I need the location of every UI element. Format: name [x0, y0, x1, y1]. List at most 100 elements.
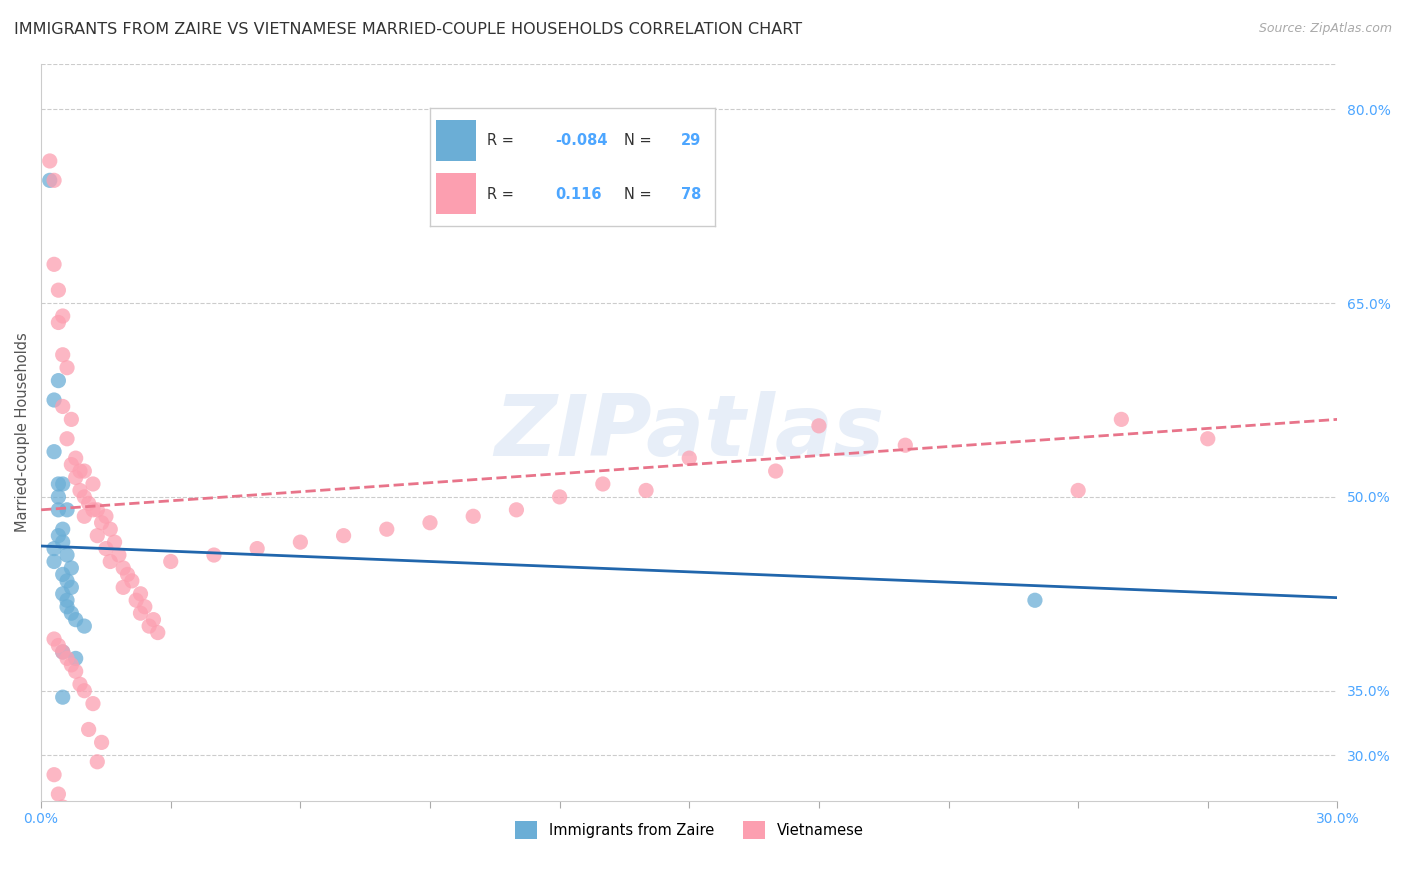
- Point: [138, 619, 160, 633]
- Point: [38, 153, 60, 168]
- Point: [56, 432, 79, 446]
- Point: [48, 316, 70, 330]
- Text: Source: ZipAtlas.com: Source: ZipAtlas.com: [1258, 22, 1392, 36]
- Point: [1111, 412, 1133, 426]
- Point: [52, 645, 75, 659]
- Point: [73, 683, 96, 698]
- Point: [65, 665, 87, 679]
- Point: [60, 606, 83, 620]
- Point: [52, 348, 75, 362]
- Point: [52, 690, 75, 705]
- Point: [90, 735, 112, 749]
- Point: [202, 548, 225, 562]
- Point: [52, 309, 75, 323]
- Point: [103, 535, 125, 549]
- Point: [42, 257, 65, 271]
- Point: [112, 561, 135, 575]
- Point: [60, 458, 83, 472]
- Point: [42, 392, 65, 407]
- Point: [463, 509, 485, 524]
- Point: [69, 464, 91, 478]
- Point: [69, 483, 91, 498]
- Point: [48, 529, 70, 543]
- Point: [52, 477, 75, 491]
- Point: [77, 496, 100, 510]
- Point: [807, 418, 830, 433]
- Point: [56, 360, 79, 375]
- Point: [134, 599, 156, 614]
- Point: [56, 651, 79, 665]
- Point: [56, 599, 79, 614]
- Point: [77, 723, 100, 737]
- Point: [73, 619, 96, 633]
- Y-axis label: Married-couple Households: Married-couple Households: [15, 333, 30, 533]
- Point: [146, 625, 169, 640]
- Point: [73, 464, 96, 478]
- Point: [65, 613, 87, 627]
- Point: [38, 819, 60, 833]
- Point: [94, 541, 117, 556]
- Point: [86, 755, 108, 769]
- Point: [129, 606, 152, 620]
- Point: [94, 509, 117, 524]
- Point: [592, 477, 614, 491]
- Point: [1197, 432, 1219, 446]
- Point: [52, 522, 75, 536]
- Point: [42, 173, 65, 187]
- Point: [42, 554, 65, 568]
- Point: [42, 632, 65, 646]
- Point: [56, 574, 79, 588]
- Point: [73, 509, 96, 524]
- Point: [142, 613, 165, 627]
- Point: [60, 412, 83, 426]
- Point: [121, 574, 143, 588]
- Point: [48, 374, 70, 388]
- Point: [52, 645, 75, 659]
- Point: [98, 554, 121, 568]
- Point: [419, 516, 441, 530]
- Text: ZIPatlas: ZIPatlas: [494, 391, 884, 474]
- Point: [65, 651, 87, 665]
- Point: [86, 529, 108, 543]
- Point: [678, 451, 700, 466]
- Point: [60, 657, 83, 672]
- Point: [505, 503, 527, 517]
- Point: [56, 548, 79, 562]
- Point: [69, 677, 91, 691]
- Point: [48, 639, 70, 653]
- Point: [38, 173, 60, 187]
- Point: [246, 541, 269, 556]
- Point: [82, 477, 104, 491]
- Point: [108, 548, 131, 562]
- Point: [1067, 483, 1090, 498]
- Point: [548, 490, 571, 504]
- Point: [56, 593, 79, 607]
- Legend: Immigrants from Zaire, Vietnamese: Immigrants from Zaire, Vietnamese: [509, 815, 869, 845]
- Point: [86, 503, 108, 517]
- Point: [60, 580, 83, 594]
- Point: [332, 529, 354, 543]
- Point: [82, 697, 104, 711]
- Point: [48, 503, 70, 517]
- Point: [52, 535, 75, 549]
- Point: [73, 490, 96, 504]
- Point: [52, 567, 75, 582]
- Point: [48, 477, 70, 491]
- Point: [65, 470, 87, 484]
- Point: [117, 567, 139, 582]
- Point: [42, 541, 65, 556]
- Point: [52, 800, 75, 814]
- Point: [48, 283, 70, 297]
- Point: [48, 490, 70, 504]
- Point: [42, 444, 65, 458]
- Point: [65, 451, 87, 466]
- Point: [765, 464, 787, 478]
- Point: [90, 516, 112, 530]
- Point: [1024, 593, 1046, 607]
- Point: [48, 787, 70, 801]
- Point: [375, 522, 398, 536]
- Point: [52, 587, 75, 601]
- Point: [56, 503, 79, 517]
- Point: [42, 767, 65, 781]
- Point: [634, 483, 657, 498]
